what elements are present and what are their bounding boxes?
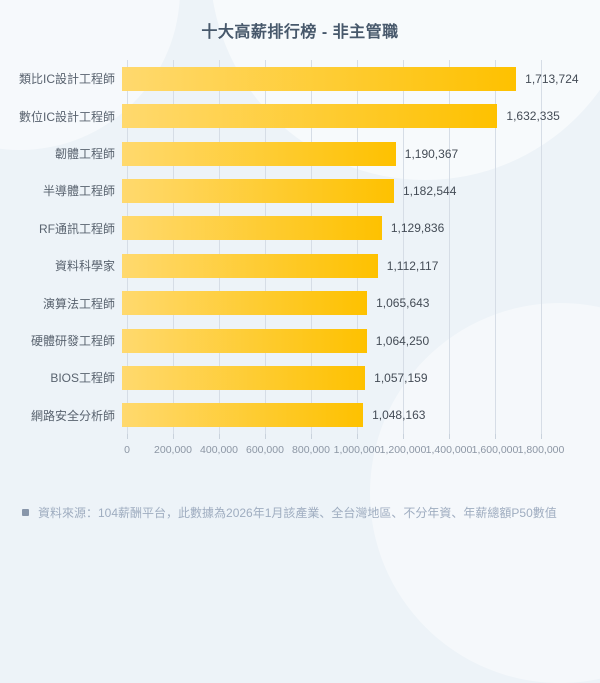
gridline xyxy=(402,60,404,434)
source-note-text: 資料來源：104薪酬平台，此數據為2026年1月該產業、全台灣地區、不分年資、年… xyxy=(38,506,557,520)
bar-chart: 類比IC設計工程師 1,713,724 數位IC設計工程師 1,632,335 韌體工程… xyxy=(0,58,600,458)
value-label: 1,632,335 xyxy=(506,109,560,124)
bar-track: 1,057,159 xyxy=(122,359,536,396)
axis-tick xyxy=(127,434,128,439)
gridline xyxy=(495,60,496,434)
value-label: 1,190,367 xyxy=(404,146,459,161)
x-tick-label: 1,000,000 xyxy=(333,444,381,456)
x-tick-label: 1,200,000 xyxy=(379,444,427,456)
axis-tick xyxy=(219,434,220,439)
bar xyxy=(122,216,382,241)
gridline xyxy=(127,60,128,434)
axis-tick xyxy=(311,434,312,439)
bar-row: 韌體工程師 1,190,367 xyxy=(0,135,600,172)
category-label: 網路安全分析師 xyxy=(30,408,115,423)
bar xyxy=(122,328,367,353)
bar xyxy=(122,291,368,316)
gridline xyxy=(173,60,174,434)
category-label: RF通訊工程師 xyxy=(39,221,115,236)
category-label: 演算法工程師 xyxy=(42,296,115,311)
category-label: 資料科學家 xyxy=(54,259,115,274)
square-bullet-icon xyxy=(22,509,29,516)
axis-tick xyxy=(449,434,450,439)
x-tick-label: 200,000 xyxy=(154,444,192,456)
gridlines xyxy=(127,60,542,439)
axis-tick xyxy=(402,434,404,439)
gridline xyxy=(541,60,542,434)
category-label: 韌體工程師 xyxy=(54,147,115,162)
bar-row: 類比IC設計工程師 1,713,724 xyxy=(0,60,600,97)
axis-tick xyxy=(541,434,542,439)
x-tick-label: 0 xyxy=(124,444,130,456)
bar xyxy=(122,178,394,203)
bar-row: 數位IC設計工程師 1,632,335 xyxy=(0,97,600,134)
gridline xyxy=(357,60,358,434)
x-tick-label: 1,800,000 xyxy=(517,444,565,456)
x-tick-label: 1,600,000 xyxy=(471,444,519,456)
bar xyxy=(122,253,378,278)
bar-row: 網路安全分析師 1,048,163 xyxy=(0,397,600,434)
bar-row: 演算法工程師 1,065,643 xyxy=(0,284,600,321)
bar-track: 1,632,335 xyxy=(122,97,560,134)
x-axis-labels: 0 200,000 400,000 600,000 800,000 1,000,000 1,… xyxy=(124,444,564,460)
bar-row: 半導體工程師 1,182,544 xyxy=(0,172,600,209)
category-label: 數位IC設計工程師 xyxy=(18,109,115,124)
gridline xyxy=(219,60,220,434)
x-tick-label: 800,000 xyxy=(292,444,330,456)
axis-tick xyxy=(495,434,496,439)
bar-rows: 類比IC設計工程師 1,713,724 數位IC設計工程師 1,632,335 韌體工程… xyxy=(0,60,600,434)
bar-track: 1,713,724 xyxy=(122,60,579,97)
category-label: BIOS工程師 xyxy=(50,371,115,386)
gridline xyxy=(449,60,450,434)
category-label: 類比IC設計工程師 xyxy=(18,72,115,87)
bar xyxy=(122,104,498,129)
value-label: 1,129,836 xyxy=(390,221,445,236)
x-tick-label: 1,400,000 xyxy=(425,444,473,456)
value-label: 1,112,117 xyxy=(386,258,439,273)
value-label: 1,713,724 xyxy=(525,71,579,86)
bar-track: 1,190,367 xyxy=(122,135,536,172)
bar-track: 1,182,544 xyxy=(122,172,536,209)
bar-row: 硬體研發工程師 1,064,250 xyxy=(0,322,600,359)
value-label: 1,057,159 xyxy=(374,370,428,385)
value-label: 1,182,544 xyxy=(402,183,457,198)
bar-track: 1,064,250 xyxy=(122,322,536,359)
bar-track: 1,048,163 xyxy=(122,397,536,434)
value-label: 1,064,250 xyxy=(375,333,430,348)
value-label: 1,065,643 xyxy=(376,296,430,311)
bar-track: 1,065,643 xyxy=(122,284,536,321)
bar xyxy=(122,403,364,428)
bar xyxy=(122,66,517,91)
bar-track: 1,129,836 xyxy=(122,210,536,247)
gridline xyxy=(311,60,312,434)
bar-row: RF通訊工程師 1,129,836 xyxy=(0,210,600,247)
chart-title: 十大高薪排行榜 - 非主管職 xyxy=(201,24,399,41)
bar-row: 資料科學家 1,112,117 xyxy=(0,247,600,284)
bar xyxy=(122,141,396,166)
bar-row: BIOS工程師 1,057,159 xyxy=(0,359,600,396)
source-note: 資料來源：104薪酬平台，此數據為2026年1月該產業、全台灣地區、不分年資、年… xyxy=(22,504,600,521)
bar xyxy=(122,365,366,390)
axis-tick xyxy=(357,434,358,439)
bar-track: 1,112,117 xyxy=(122,247,536,284)
axis-tick xyxy=(264,434,266,439)
x-tick-label: 600,000 xyxy=(246,444,284,456)
axis-tick xyxy=(173,434,174,439)
x-tick-label: 400,000 xyxy=(200,444,238,456)
gridline xyxy=(264,60,266,434)
category-label: 硬體研發工程師 xyxy=(30,334,115,349)
category-label: 半導體工程師 xyxy=(42,184,115,199)
value-label: 1,048,163 xyxy=(372,408,426,423)
